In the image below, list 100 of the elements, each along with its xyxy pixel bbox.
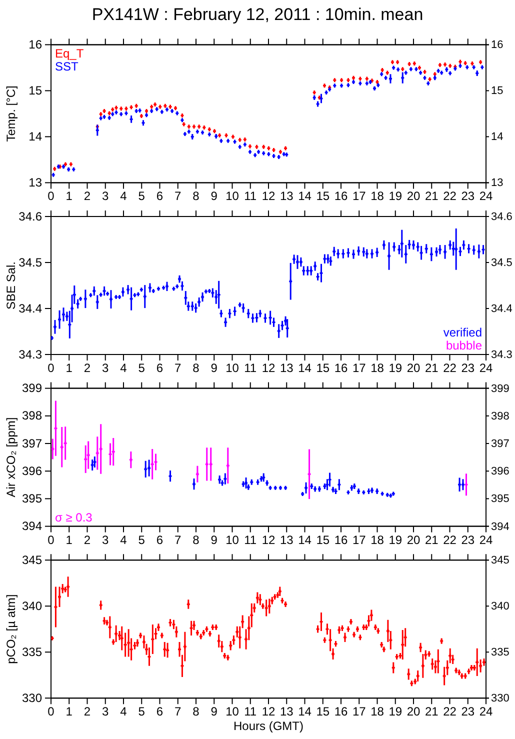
y2-tick-label: 34.6 <box>491 211 512 224</box>
x-tick-label: 12 <box>262 189 276 204</box>
y-tick-label: 34.3 <box>18 347 42 362</box>
x-tick-label: 23 <box>461 189 475 204</box>
x-tick-label: 0 <box>48 361 55 376</box>
x-tick-label: 22 <box>443 532 457 547</box>
x-tick-label: 14 <box>298 704 312 719</box>
x-tick-label: 2 <box>84 704 91 719</box>
x-tick-label: 14 <box>298 532 312 547</box>
y-tick-label: 13 <box>28 176 42 190</box>
x-tick-label: 11 <box>244 361 257 376</box>
y-tick-label: 397 <box>22 436 42 450</box>
y2-tick-label: 399 <box>491 382 510 395</box>
x-tick-label: 11 <box>244 189 257 204</box>
x-tick-label: 8 <box>192 189 200 204</box>
y2-tick-label: 398 <box>491 410 510 422</box>
x-tick-label: 1 <box>66 189 73 204</box>
y-tick-label: 396 <box>22 464 42 478</box>
x-tick-label: 8 <box>192 532 200 547</box>
y-tick-label: 34.4 <box>18 301 42 316</box>
x-tick-label: 22 <box>443 361 457 376</box>
x-tick-label: 23 <box>461 532 475 547</box>
x-tick-label: 21 <box>424 704 439 719</box>
x-tick-label: 20 <box>406 704 420 719</box>
x-tick-label: 18 <box>370 704 384 719</box>
x-tick-label: 19 <box>388 361 402 376</box>
y2-tick-label: 330 <box>491 692 510 705</box>
x-tick-label: 21 <box>424 532 439 547</box>
x-tick-label: 14 <box>298 189 312 204</box>
y2-tick-label: 14 <box>491 131 504 144</box>
x-tick-label: 1 <box>66 704 73 719</box>
x-tick-label: 23 <box>461 704 475 719</box>
x-tick-label: 4 <box>120 189 128 204</box>
x-tick-label: 10 <box>226 361 240 376</box>
x-tick-label: 10 <box>226 532 240 547</box>
x-tick-label: 17 <box>352 704 366 719</box>
y2-tick-label: 13 <box>491 177 504 190</box>
text: Eq_T <box>55 46 84 61</box>
x-tick-label: 24 <box>479 704 493 719</box>
y2-tick-label: 15 <box>491 85 504 98</box>
x-tick-label: 13 <box>280 532 294 547</box>
x-axis-title: Hours (GMT) <box>234 719 304 734</box>
x-tick-label: 22 <box>443 189 457 204</box>
x-tick-label: 19 <box>388 189 402 204</box>
y2-tick-label: 345 <box>491 554 510 567</box>
x-tick-label: 6 <box>156 361 164 376</box>
x-tick-label: 13 <box>280 189 294 204</box>
x-tick-label: 20 <box>406 532 420 547</box>
x-tick-label: 12 <box>262 704 276 719</box>
x-tick-label: 12 <box>262 532 276 547</box>
y2-tick-label: 394 <box>491 520 510 533</box>
x-tick-label: 21 <box>424 361 439 376</box>
legend-label: bubble <box>446 338 482 352</box>
x-tick-label: 17 <box>352 361 366 376</box>
x-tick-label: 3 <box>102 704 110 719</box>
x-tick-label: 6 <box>156 704 164 719</box>
x-tick-label: 11 <box>244 532 257 547</box>
y2-tick-label: 397 <box>491 438 510 450</box>
y-tick-label: 395 <box>22 492 42 506</box>
x-tick-label: 17 <box>352 189 366 204</box>
x-tick-label: 10 <box>226 189 240 204</box>
x-tick-label: 15 <box>316 189 330 204</box>
x-tick-label: 9 <box>210 361 218 376</box>
y-axis-title: Temp. [°C] <box>4 86 18 142</box>
x-tick-label: 9 <box>210 189 218 204</box>
x-tick-label: 15 <box>316 532 330 547</box>
x-tick-label: 20 <box>406 361 420 376</box>
y-axis-title: SBE Sal. <box>4 261 18 310</box>
x-tick-label: 4 <box>120 361 128 376</box>
x-tick-label: 1 <box>66 532 73 547</box>
text: σ ≥ 0.3 <box>55 510 93 524</box>
x-tick-label: 3 <box>102 189 110 204</box>
y-axis-title: Air xCO₂ [ppm] <box>4 417 18 498</box>
x-tick-label: 12 <box>262 361 276 376</box>
y2-tick-label: 34.5 <box>491 257 512 270</box>
x-tick-label: 3 <box>102 532 110 547</box>
x-tick-label: 24 <box>479 189 493 204</box>
y-tick-label: 14 <box>28 130 42 144</box>
x-tick-label: 18 <box>370 532 384 547</box>
x-tick-label: 16 <box>334 704 348 719</box>
x-tick-label: 0 <box>48 532 55 547</box>
y-tick-label: 394 <box>22 519 42 534</box>
x-tick-label: 21 <box>424 189 439 204</box>
x-tick-label: 7 <box>174 189 182 204</box>
y2-tick-label: 34.3 <box>491 349 512 362</box>
x-tick-label: 16 <box>334 361 348 376</box>
x-tick-label: 7 <box>174 532 182 547</box>
x-tick-label: 24 <box>479 532 493 547</box>
x-tick-label: 18 <box>370 189 384 204</box>
y2-tick-label: 335 <box>491 646 510 659</box>
y-tick-label: 399 <box>22 381 42 396</box>
x-tick-label: 14 <box>298 361 312 376</box>
y-axis-title: pCO₂ [µ atm] <box>4 594 18 664</box>
y-tick-label: 15 <box>28 84 42 98</box>
y-tick-label: 335 <box>22 644 42 659</box>
x-tick-label: 13 <box>280 361 294 376</box>
x-tick-label: 16 <box>334 189 348 204</box>
x-tick-label: 9 <box>210 532 218 547</box>
y-tick-label: 398 <box>22 408 42 423</box>
x-tick-label: 10 <box>226 704 240 719</box>
